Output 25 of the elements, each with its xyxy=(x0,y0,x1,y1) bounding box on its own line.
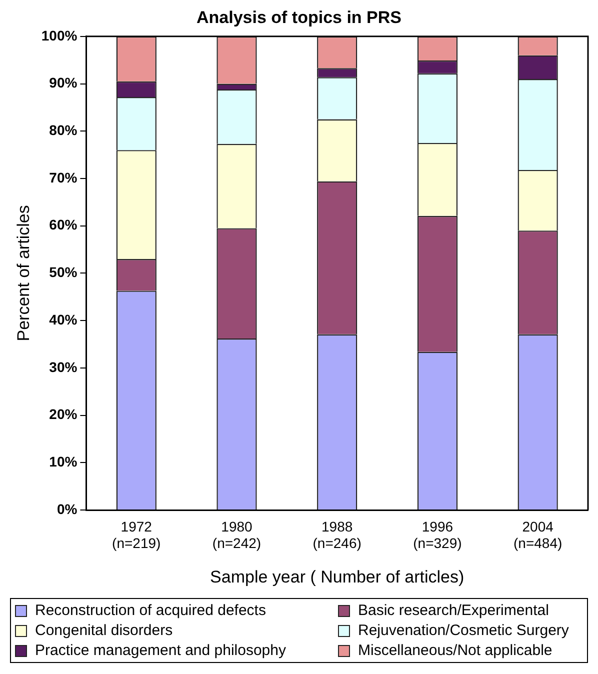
x-tick-label: 1996 (n=329) xyxy=(413,518,462,552)
y-tick-label: 70% xyxy=(49,169,78,186)
legend-label: Practice management and philosophy xyxy=(35,642,286,659)
y-tick-label: 0% xyxy=(56,500,78,517)
y-tick-label: 60% xyxy=(49,216,78,233)
y-tick-label: 20% xyxy=(49,406,78,422)
legend-label: Basic research/Experimental xyxy=(358,602,549,619)
y-tick-label: 40% xyxy=(49,311,78,328)
chart-title: Analysis of topics in PRS xyxy=(196,8,402,27)
legend-label: Rejuvenation/Cosmetic Surgery xyxy=(358,622,569,639)
x-axis-title: Sample year ( Number of articles) xyxy=(210,567,464,586)
y-tick-label: 80% xyxy=(49,122,78,138)
x-tick-label: 2004 (n=484) xyxy=(513,518,562,552)
y-tick-label: 10% xyxy=(49,454,78,470)
legend-label: Reconstruction of acquired defects xyxy=(35,602,266,619)
y-axis-title: Percent of articles xyxy=(14,205,33,342)
y-tick-label: 100% xyxy=(41,27,78,44)
y-tick-label: 50% xyxy=(49,264,78,280)
x-tick-label: 1972 (n=219) xyxy=(112,518,161,552)
y-tick-label: 30% xyxy=(49,358,78,375)
y-tick-label: 90% xyxy=(49,74,78,91)
x-tick-label: 1980 (n=242) xyxy=(212,518,262,552)
legend-label: Miscellaneous/Not applicable xyxy=(358,642,552,659)
x-tick-label: 1988 (n=246) xyxy=(312,518,362,552)
legend-label: Congenital disorders xyxy=(35,622,173,639)
